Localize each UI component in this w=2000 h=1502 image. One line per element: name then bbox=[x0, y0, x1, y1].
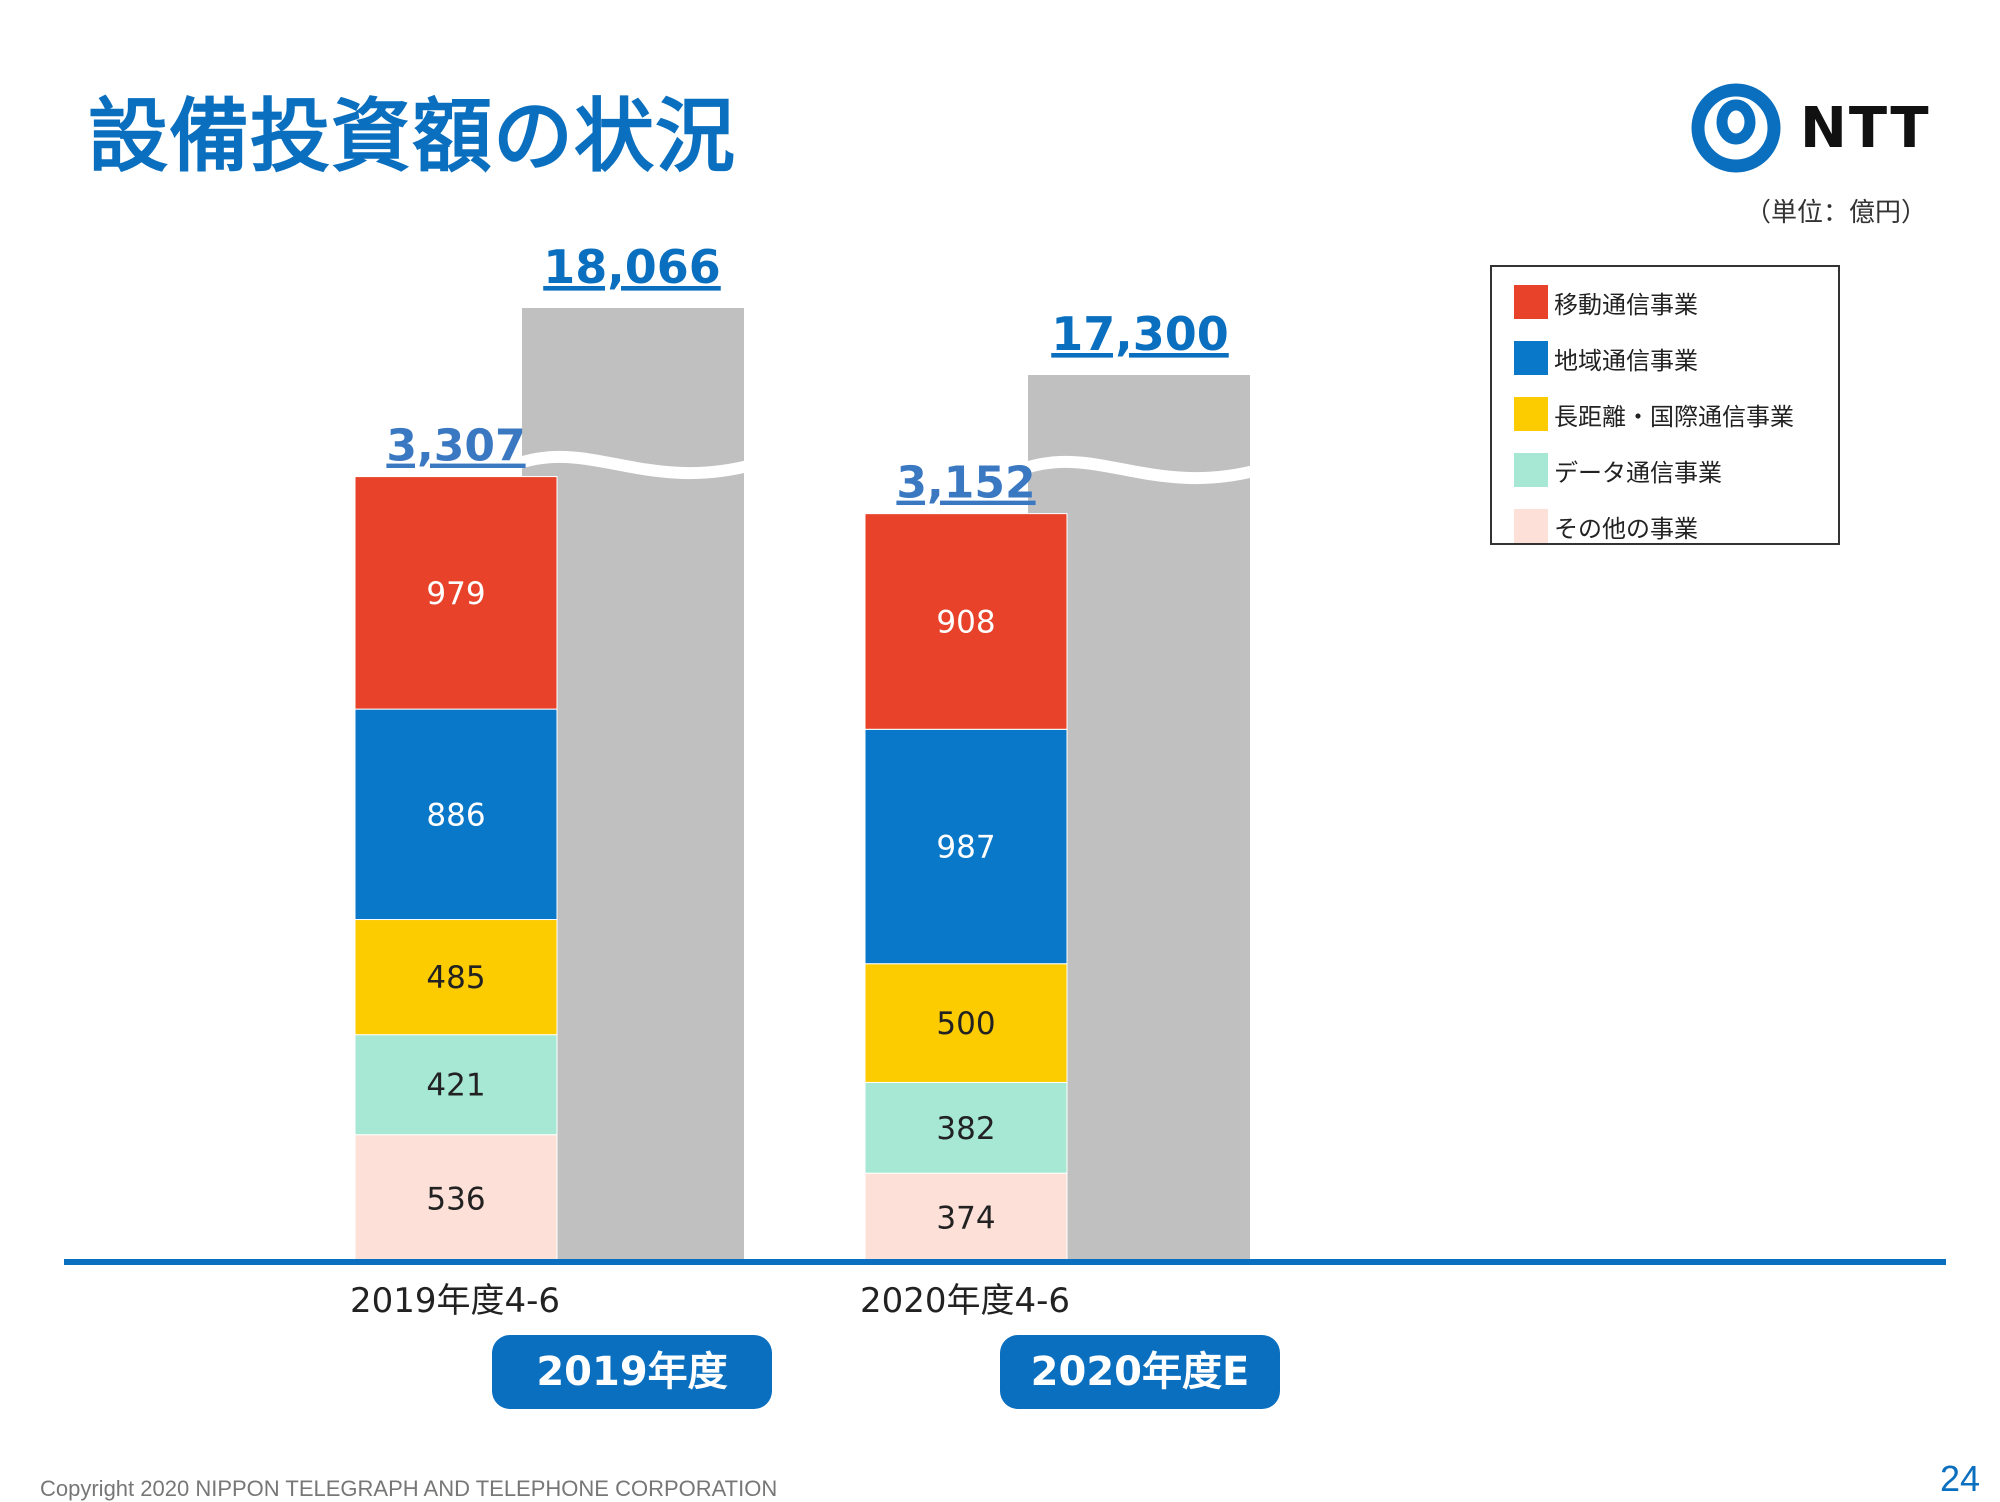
bar-segment-2-2 bbox=[864, 1081, 1068, 1174]
bar-segment-1-2 bbox=[354, 1034, 558, 1136]
annual-badge-label-1: 2019年度 bbox=[536, 1349, 727, 1395]
ntt-logo: NTT bbox=[1690, 80, 1930, 180]
bar-segment-2-3 bbox=[864, 963, 1068, 1083]
data-label-2-1: 374 bbox=[936, 1201, 995, 1237]
data-label-1-1: 536 bbox=[426, 1181, 485, 1217]
bar-segment-2-5 bbox=[864, 513, 1068, 730]
bar-segment-2-1 bbox=[864, 1172, 1068, 1263]
annual-total-label-2: 17,300 bbox=[1051, 307, 1229, 361]
chart-legend: 移動通信事業 地域通信事業 長距離・国際通信事業 データ通信事業 その他の事業 bbox=[1490, 265, 1840, 545]
bar-segment-1-1 bbox=[354, 1134, 558, 1263]
data-label-2-5: 908 bbox=[936, 604, 995, 640]
data-label-2-3: 500 bbox=[936, 1006, 995, 1042]
legend-swatch-data bbox=[1514, 453, 1548, 487]
legend-label-data: データ通信事業 bbox=[1554, 458, 1722, 487]
category-label-2: 2020年度4-6 bbox=[860, 1281, 1070, 1321]
legend-item-long-distance: 長距離・国際通信事業 bbox=[1514, 397, 1794, 431]
bar-segment-1-3 bbox=[354, 919, 558, 1036]
legend-label-long-distance: 長距離・国際通信事業 bbox=[1554, 402, 1794, 431]
logo-text: NTT bbox=[1800, 96, 1931, 161]
legend-item-data: データ通信事業 bbox=[1514, 453, 1722, 487]
quarter-total-label-2: 3,152 bbox=[896, 458, 1035, 509]
legend-item-mobile: 移動通信事業 bbox=[1514, 285, 1698, 319]
copyright-text: Copyright 2020 NIPPON TELEGRAPH AND TELE… bbox=[40, 1476, 778, 1501]
bar-segment-1-4 bbox=[354, 708, 558, 921]
legend-label-mobile: 移動通信事業 bbox=[1554, 290, 1698, 319]
data-label-2-2: 382 bbox=[936, 1111, 995, 1147]
unit-label: （単位：億円） bbox=[1745, 198, 1928, 228]
quarter-total-label-1: 3,307 bbox=[386, 421, 525, 472]
annual-badge-2 bbox=[1000, 1335, 1280, 1409]
legend-item-regional: 地域通信事業 bbox=[1514, 341, 1698, 375]
ntt-logo-icon bbox=[1691, 83, 1781, 173]
data-label-1-4: 886 bbox=[426, 797, 485, 833]
legend-swatch-other bbox=[1514, 509, 1548, 543]
data-label-1-3: 485 bbox=[426, 960, 485, 996]
annual-total-label-1: 18,066 bbox=[543, 240, 721, 294]
legend-swatch-long-distance bbox=[1514, 397, 1548, 431]
bar-segment-2-4 bbox=[864, 728, 1068, 965]
data-label-1-2: 421 bbox=[426, 1068, 485, 1104]
axis-break-wave-1 bbox=[511, 450, 754, 480]
data-label-2-4: 987 bbox=[936, 829, 995, 865]
legend-item-other: その他の事業 bbox=[1514, 509, 1698, 543]
legend-swatch-mobile bbox=[1514, 285, 1548, 319]
annual-badge-label-2: 2020年度E bbox=[1031, 1349, 1250, 1395]
page-title: 設備投資額の状況 bbox=[88, 90, 736, 183]
category-label-1: 2019年度4-6 bbox=[350, 1281, 560, 1321]
bar-segment-1-5 bbox=[354, 476, 558, 710]
data-label-1-5: 979 bbox=[426, 576, 485, 612]
annual-badge-1 bbox=[492, 1335, 772, 1409]
legend-label-regional: 地域通信事業 bbox=[1554, 346, 1698, 375]
axis-break-wave-2 bbox=[1017, 455, 1260, 485]
legend-swatch-regional bbox=[1514, 341, 1548, 375]
legend-label-other: その他の事業 bbox=[1554, 514, 1698, 543]
page-number: 24 bbox=[1940, 1458, 1981, 1499]
